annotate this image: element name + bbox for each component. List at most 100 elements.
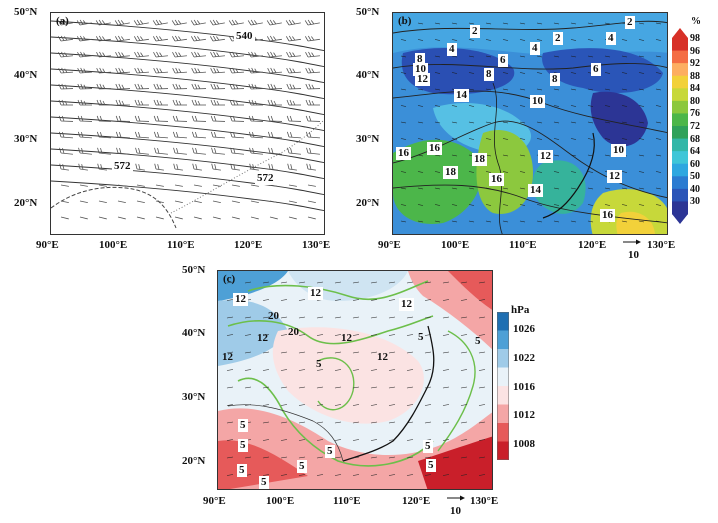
panel-a-wind-barb (248, 115, 264, 122)
panel-b-wind-arrow (434, 39, 441, 41)
panel-b-contour-line (393, 184, 667, 224)
panel-b-wind-arrow (553, 55, 560, 58)
panel-c-wind-arrow (316, 456, 324, 459)
panel-a-wind-barb (78, 147, 92, 155)
panel-a-wind-barb (172, 99, 187, 106)
panel-c-wind-arrow (334, 334, 342, 336)
panel-a-contour-line (51, 116, 324, 148)
panel-c-wind-arrow (262, 474, 270, 476)
panel-a-wind-barb (79, 200, 88, 204)
panel-b-wind-arrow (434, 204, 441, 206)
panel-b-colorbar-level: 50 (690, 171, 700, 183)
panel-b-contour-label: 8 (415, 53, 425, 66)
panel-b-wind-arrow (587, 154, 594, 157)
panel-b-wind-arrow (604, 138, 611, 140)
panel-a-wind-barb (269, 216, 278, 220)
panel-a-wind-barb (77, 83, 93, 90)
panel-b-wind-arrow (536, 171, 543, 173)
panel-b-contour-label: 2 (625, 16, 635, 29)
panel-b-contour-label: 6 (591, 63, 601, 76)
panel-b-colorbar-unit: % (691, 16, 701, 27)
panel-c-wind-arrow (406, 316, 414, 319)
panel-a-wind-barb (266, 35, 282, 42)
panel-b-colorbar-level: 96 (690, 45, 700, 57)
panel-b-wind-arrow (604, 154, 611, 157)
panel-c-wind-arrow (352, 474, 360, 476)
panel-b-wind-arrow (519, 171, 526, 173)
panel-c-wind-arrow (262, 351, 270, 354)
panel-b-wind-arrow (587, 220, 594, 223)
panel-a-wind-barb (96, 51, 111, 58)
panel-b-wind-arrow (638, 72, 645, 74)
panel-b-contour-label: 2 (553, 32, 563, 45)
panel-c-contour-label: 20 (288, 326, 299, 338)
panel-b-coastline (542, 132, 595, 219)
panel-c-wind-arrow (388, 351, 396, 354)
panel-b-wind-arrow (468, 88, 475, 91)
panel-a-wind-barb (191, 51, 206, 58)
panel-b-x-tick: 110°E (509, 239, 537, 251)
panel-c-wind-arrow (424, 421, 432, 424)
panel-a-wind-barb (153, 67, 168, 74)
panel-c-wind-arrow (280, 334, 288, 336)
panel-b-wind-arrow (519, 55, 526, 58)
panel-a-wind-barb (153, 51, 168, 58)
panel-c-wind-arrow (226, 369, 234, 371)
panel-b-colorbar-level: 40 (690, 183, 700, 195)
panel-b-wind-arrow (400, 220, 407, 223)
panel-b-wind-arrow (587, 22, 594, 25)
panel-b-wind-arrow (468, 22, 475, 25)
panel-a-wind-barb (267, 51, 282, 58)
panel-a-wind-barb (307, 216, 316, 220)
panel-a-wind-barb (269, 200, 278, 204)
panel-c-wind-arrow (244, 386, 252, 389)
panel-c-wind-arrow (442, 281, 450, 284)
panel-b-wind-arrow (621, 72, 628, 74)
panel-b-contour-label: 2 (470, 25, 480, 38)
panel-a-wind-barb (153, 83, 169, 90)
panel-a-wind-barb (250, 184, 259, 187)
panel-b-wind-arrow (519, 88, 526, 91)
panel-b-wind-arrow (434, 22, 441, 25)
panel-a-y-tick: 20°N (14, 197, 38, 209)
panel-b-wind-arrow (400, 171, 407, 173)
panel-a-wind-barb (306, 163, 316, 171)
panel-c-colorbar-level: 1012 (513, 409, 535, 421)
panel-a-wind-barb (193, 184, 202, 187)
panel-c-wind-arrow (280, 386, 288, 389)
panel-c-wind-arrow (370, 439, 378, 441)
panel-c-wind-arrow (388, 439, 396, 441)
panel-a-wind-barb (116, 147, 130, 155)
panel-b-contour-line (393, 120, 667, 199)
colorbar-segment (672, 163, 688, 177)
panel-b-wind-arrow (417, 138, 424, 140)
panel-b-wind-arrow (417, 187, 424, 190)
colorbar-segment (497, 367, 509, 387)
panel-b-x-tick: 130°E (647, 239, 676, 251)
panel-b-wind-arrow (502, 121, 509, 124)
panel-c-wind-arrow (370, 386, 378, 389)
panel-c-x-tick: 90°E (203, 495, 226, 507)
panel-a-wind-barb (117, 200, 126, 204)
panel-c-map (217, 270, 493, 490)
panel-b-wind-arrow (451, 121, 458, 124)
panel-c-contour-label: 12 (341, 332, 352, 344)
panel-a-wind-barb (288, 184, 297, 187)
panel-b-contour-label: 4 (447, 43, 457, 56)
panel-a-wind-barb (266, 19, 282, 26)
panel-b-wind-arrow (417, 121, 424, 124)
panel-c-wind-arrow (352, 281, 360, 284)
panel-a-wind-barb (211, 147, 225, 155)
panel-b-wind-arrow (400, 72, 407, 74)
panel-b-wind-arrow (621, 220, 628, 223)
panel-c-coastline (342, 325, 435, 462)
panel-b-wind-arrow (587, 105, 594, 107)
panel-c-contour-label: 5 (325, 445, 335, 458)
panel-a-wind-barb (58, 51, 73, 58)
panel-c-wind-arrow (388, 299, 396, 301)
panel-c-wind-arrow (424, 404, 432, 406)
panel-b-wind-arrow (570, 88, 577, 91)
panel-c-low-region (272, 327, 424, 424)
panel-c-contour-label: 12 (257, 332, 268, 344)
panel-b-wind-arrow (553, 121, 560, 124)
